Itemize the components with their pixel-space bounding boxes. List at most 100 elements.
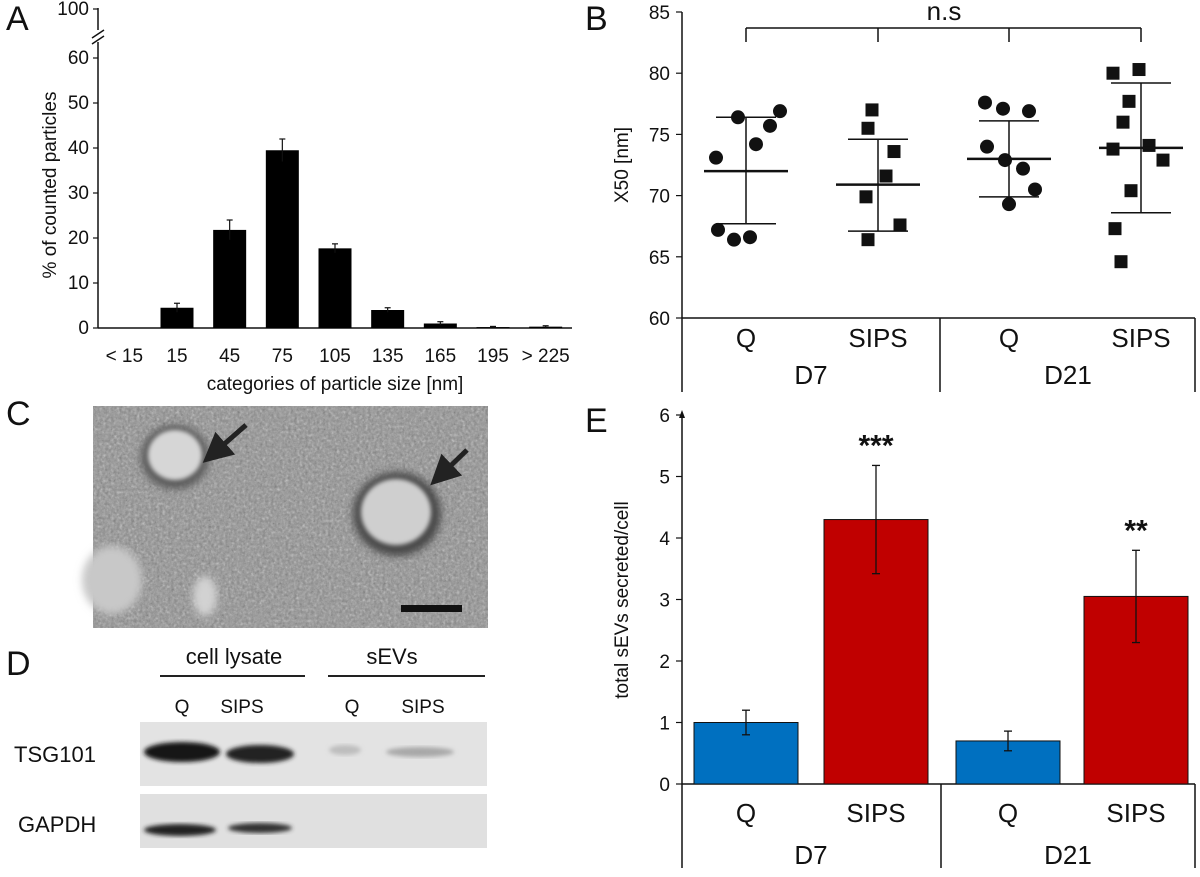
data-point [996, 101, 1010, 116]
data-point [749, 137, 763, 152]
y-tick-label: 1 [659, 714, 670, 735]
panel-label-c: C [6, 395, 31, 433]
y-tick-label: 5 [659, 468, 670, 489]
bar [160, 307, 194, 328]
bar [265, 150, 299, 328]
blot-strip-gapdh [140, 794, 487, 848]
data-point [1108, 222, 1122, 236]
y-axis-title: % of counted particles [40, 92, 61, 279]
panel-label-b: B [585, 0, 608, 38]
y-axis-title: X50 [nm] [612, 127, 633, 203]
blot-header-sevs: sEVs [366, 644, 417, 669]
x-tick-label: 135 [372, 346, 404, 367]
data-point [1156, 153, 1170, 167]
group-label: SIPS [1106, 798, 1165, 828]
y-tick-label: 70 [649, 187, 670, 208]
y-tick-label: 40 [68, 138, 89, 159]
y-tick-label: 10 [68, 273, 89, 294]
y-tick-label: 65 [649, 248, 670, 269]
blot-lane-label: SIPS [220, 697, 263, 718]
data-point [980, 139, 994, 154]
x-tick-label: < 15 [106, 346, 144, 367]
y-tick-label: 20 [68, 228, 89, 249]
blot-row-label-tsg101: TSG101 [14, 742, 96, 767]
data-point [743, 230, 757, 245]
data-point [1142, 138, 1156, 152]
panel-label-d: D [6, 645, 31, 683]
y-tick-label: 0 [78, 318, 89, 339]
y-tick-label: 0 [659, 775, 670, 796]
data-point [887, 145, 901, 159]
chart-e-sev-secretion-bars: 0 1 2 3 4 5 6 total sEVs secreted/cell Q *** SIPS Q… [612, 406, 1196, 870]
data-point [859, 190, 873, 204]
group-label: SIPS [1111, 323, 1170, 353]
significance-label: *** [858, 429, 893, 462]
data-point [1132, 63, 1146, 77]
y-tick-label: 60 [649, 309, 670, 330]
arrow-icon [202, 423, 248, 463]
x-tick-label: 15 [166, 346, 187, 367]
bar [213, 229, 247, 328]
group-label: Q [736, 323, 756, 353]
western-blot: cell lysate sEVs Q SIPS Q SIPS TSG101 GA… [14, 644, 487, 848]
blot-header-cell-lysate: cell lysate [186, 644, 283, 669]
x-tick-label: 75 [272, 346, 293, 367]
y-tick-label: 30 [68, 183, 89, 204]
day-label: D7 [794, 360, 827, 390]
y-tick-label: 100 [57, 0, 89, 20]
arrow-icon [430, 448, 469, 486]
annotation-ns: n.s [927, 0, 962, 26]
group-label: SIPS [848, 323, 907, 353]
blot-lane-label: Q [345, 697, 360, 718]
bar [423, 323, 457, 328]
data-point [1002, 197, 1016, 212]
data-point [1022, 104, 1036, 119]
data-point [773, 104, 787, 119]
data-point [1116, 115, 1130, 129]
data-point [861, 233, 875, 247]
group-label: Q [999, 323, 1019, 353]
x-tick-label: 165 [424, 346, 456, 367]
data-point [865, 103, 879, 117]
blot-row-label-gapdh: GAPDH [18, 812, 96, 837]
x-tick-label: > 225 [522, 346, 570, 367]
y-axis-title: total sEVs secreted/cell [612, 501, 633, 698]
x-tick-label: 105 [319, 346, 351, 367]
group-label: Q [998, 798, 1018, 828]
blot-lane-label: SIPS [401, 697, 444, 718]
day-label: D7 [794, 840, 827, 870]
bar [371, 310, 405, 328]
data-point [861, 121, 875, 135]
y-tick-label: 80 [649, 64, 670, 85]
x-axis-title: categories of particle size [nm] [207, 374, 464, 395]
data-point [709, 150, 723, 165]
y-tick-label: 50 [68, 93, 89, 114]
significance-label: ** [1124, 514, 1148, 547]
y-tick-label: 6 [659, 406, 670, 427]
axis-arrow-icon [679, 410, 685, 418]
panel-label-e: E [585, 402, 608, 440]
data-point [1016, 161, 1030, 176]
data-point [1124, 184, 1138, 198]
data-point [893, 218, 907, 232]
data-point [1122, 94, 1136, 108]
bar [318, 248, 352, 328]
data-point [978, 95, 992, 110]
y-tick-label: 85 [649, 3, 670, 24]
data-point [1114, 255, 1128, 269]
y-tick-label: 2 [659, 652, 670, 673]
day-label: D21 [1044, 360, 1092, 390]
x-tick-label: 195 [477, 346, 509, 367]
chart-b-x50-dotplot: 60 65 70 75 80 85 X50 [nm] n.s Q SIPS Q SIPS D7 D21 [612, 0, 1196, 392]
y-tick-label: 60 [68, 48, 89, 69]
axis-break-mark [91, 29, 105, 39]
x-tick-label: 45 [219, 346, 240, 367]
blot-lane-label: Q [175, 697, 190, 718]
data-point [727, 232, 741, 247]
day-label: D21 [1044, 840, 1092, 870]
y-tick-label: 3 [659, 591, 670, 612]
group-label: SIPS [846, 798, 905, 828]
data-point [711, 222, 725, 237]
tem-micrograph [82, 406, 488, 628]
